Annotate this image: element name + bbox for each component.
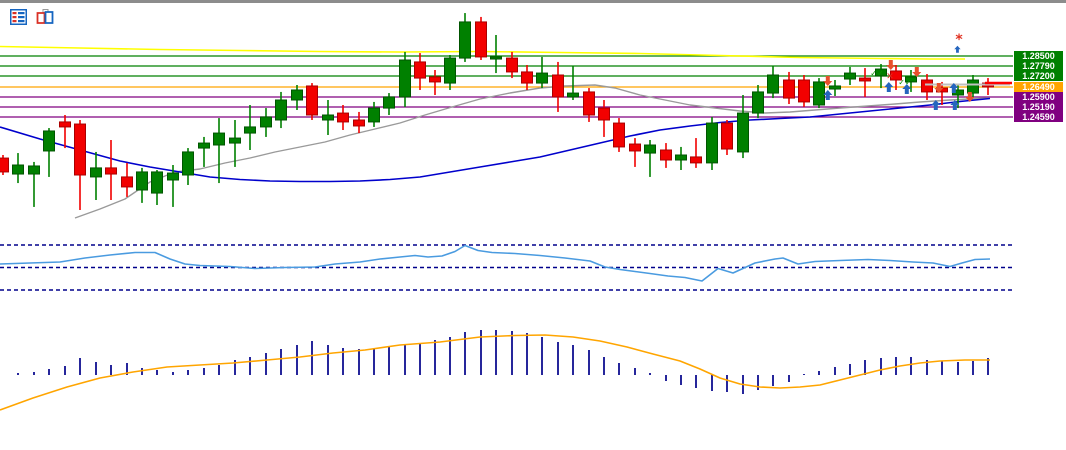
candle-body (182, 151, 194, 176)
buy-arrow-icon (950, 100, 960, 110)
candle-body (737, 112, 749, 153)
candle-body (167, 172, 179, 181)
buy-arrow-icon (902, 84, 912, 94)
candle-body (337, 112, 349, 123)
sell-arrow-icon (886, 60, 896, 70)
candle-body (829, 85, 841, 90)
candle-body (706, 122, 718, 164)
candle-body (121, 176, 133, 188)
candle-body (59, 121, 71, 128)
oscillator-line (0, 244, 991, 282)
candle-body (444, 57, 456, 84)
candle-body (429, 76, 441, 83)
candle-body (644, 144, 656, 154)
buy-arrow-icon (823, 90, 833, 100)
chart-windows-icon (36, 9, 54, 24)
candle-body (74, 123, 86, 176)
candle-body (783, 79, 795, 99)
candle-body (275, 99, 287, 121)
candle-body (490, 56, 502, 60)
candle-body (598, 107, 610, 121)
candle-body (213, 132, 225, 146)
candle-body (859, 77, 871, 82)
double-check-marker-icon: ✓✓ (898, 78, 911, 87)
candle-body (798, 79, 810, 103)
candle-body (43, 130, 55, 152)
yellow-ma-line (0, 45, 965, 60)
candle-body (306, 85, 318, 116)
macd-signal-line (0, 334, 990, 411)
candle-body (875, 68, 887, 77)
candle-body (521, 71, 533, 84)
candle-body (890, 70, 902, 81)
buy-arrow-icon (949, 83, 959, 93)
candle-body (767, 74, 779, 94)
candle-body (28, 165, 40, 175)
candle-body (567, 92, 579, 98)
candle-body (322, 114, 334, 121)
buy-arrow-icon (954, 45, 961, 53)
candle-body (905, 76, 917, 83)
candle-body (752, 91, 764, 114)
candle-body (506, 57, 518, 73)
double-check-marker-icon: ✓✓ (870, 69, 883, 78)
candle-body (353, 119, 365, 127)
buy-arrow-icon (931, 100, 941, 110)
cross-marker-icon: ✕ (886, 72, 894, 82)
candle-body (260, 116, 272, 128)
candle-body (813, 81, 825, 106)
orders-list-icon (10, 9, 27, 25)
chart-windows-button[interactable] (36, 9, 54, 25)
candle-body (459, 21, 471, 59)
candle-body (136, 171, 148, 191)
toolbar (10, 9, 54, 25)
orders-list-button[interactable] (10, 9, 28, 25)
sell-arrow-icon (912, 67, 922, 77)
candle-body (552, 74, 564, 98)
candle-body (583, 91, 595, 116)
sell-arrow-icon (823, 76, 833, 86)
candle-body (151, 171, 163, 194)
candle-body (368, 107, 380, 123)
candle-body (12, 164, 24, 175)
candle-body (660, 149, 672, 161)
candle-body (675, 154, 687, 161)
candle-body (967, 79, 979, 94)
candle-body (629, 143, 641, 152)
window-top-border (0, 0, 1066, 3)
candle-body (475, 21, 487, 58)
buy-arrow-icon (884, 82, 894, 92)
gray-ma-line (74, 84, 991, 219)
candle-body (198, 142, 210, 149)
candle-body (383, 96, 395, 109)
candle-body (291, 89, 303, 101)
sell-arrow-icon (965, 92, 975, 102)
candle-body (0, 157, 9, 173)
candle-body (690, 156, 702, 164)
candle-body (90, 167, 102, 178)
candle-body (536, 72, 548, 84)
candle-body (414, 61, 426, 79)
candle-body (244, 126, 256, 134)
sell-arrow-icon (934, 83, 944, 93)
candle-body (921, 79, 933, 93)
candle-body (229, 137, 241, 144)
blue-ma-line (0, 97, 991, 183)
candle-body (721, 122, 733, 150)
star-marker-icon: * (955, 32, 963, 48)
candle-body (105, 167, 117, 175)
candle-body (613, 122, 625, 148)
candle-body (844, 72, 856, 80)
candle-body (399, 59, 411, 98)
